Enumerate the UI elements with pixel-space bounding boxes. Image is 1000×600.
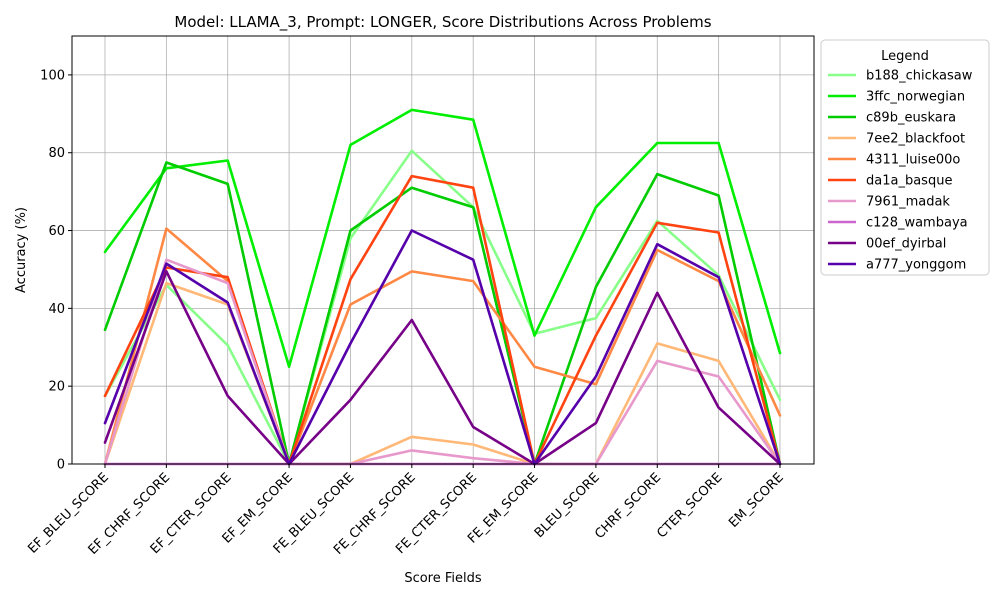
series-line-4311_luise00o: [103, 227, 782, 466]
x-tick-label: CHRF_SCORE: [592, 470, 664, 542]
y-tick-label: 0: [57, 458, 65, 473]
series-line-3ffc_norwegian: [103, 108, 782, 369]
y-tick-label: 40: [48, 302, 65, 317]
x-tick-label: EM_SCORE: [726, 470, 787, 531]
legend-label: 00ef_dyirbal: [866, 237, 946, 252]
x-axis-label: Score Fields: [404, 571, 482, 586]
y-tick-label: 60: [48, 224, 65, 239]
chart-title: Model: LLAMA_3, Prompt: LONGER, Score Di…: [174, 13, 711, 32]
legend-title: Legend: [881, 49, 929, 64]
plot-frame: [71, 35, 815, 465]
series-line-a777_yonggom: [103, 229, 782, 466]
legend-frame: [820, 39, 990, 276]
legend-label: 7961_madak: [866, 195, 950, 210]
y-tick-label: 80: [48, 146, 65, 161]
legend-label: 3ffc_norwegian: [866, 90, 965, 105]
y-axis-label: Accuracy (%): [14, 207, 29, 293]
series-line-7961_madak: [103, 258, 782, 466]
legend-items: b188_chickasaw 3ffc_norwegian c89b_euskara…: [828, 69, 973, 273]
y-axis: 0 20 40 60 80 100: [40, 68, 72, 473]
legend-label: da1a_basque: [866, 174, 952, 189]
grid: [72, 36, 814, 465]
y-tick-label: 100: [40, 68, 65, 83]
series-line-b188_chickasaw: [103, 149, 782, 466]
legend-label: 4311_luise00o: [866, 153, 960, 168]
series-lines: [103, 108, 782, 466]
legend: Legend b188_chickasaw 3ffc_norwegian c89b_…: [820, 39, 990, 276]
series-line-00ef_dyirbal: [103, 270, 782, 466]
legend-label: c89b_euskara: [866, 111, 956, 126]
y-tick-label: 20: [48, 380, 65, 395]
series-line-c89b_euskara: [103, 161, 782, 466]
x-axis: EF_BLEU_SCOREEF_CHRF_SCOREEF_CTER_SCOREE…: [25, 464, 787, 558]
legend-label: a777_yonggom: [866, 258, 966, 273]
legend-label: 7ee2_blackfoot: [866, 132, 965, 147]
series-line-da1a_basque: [103, 174, 782, 466]
legend-label: c128_wambaya: [866, 216, 968, 231]
legend-label: b188_chickasaw: [866, 69, 973, 84]
x-tick-label: CTER_SCORE: [654, 470, 725, 541]
series-line-7ee2_blackfoot: [103, 281, 782, 466]
